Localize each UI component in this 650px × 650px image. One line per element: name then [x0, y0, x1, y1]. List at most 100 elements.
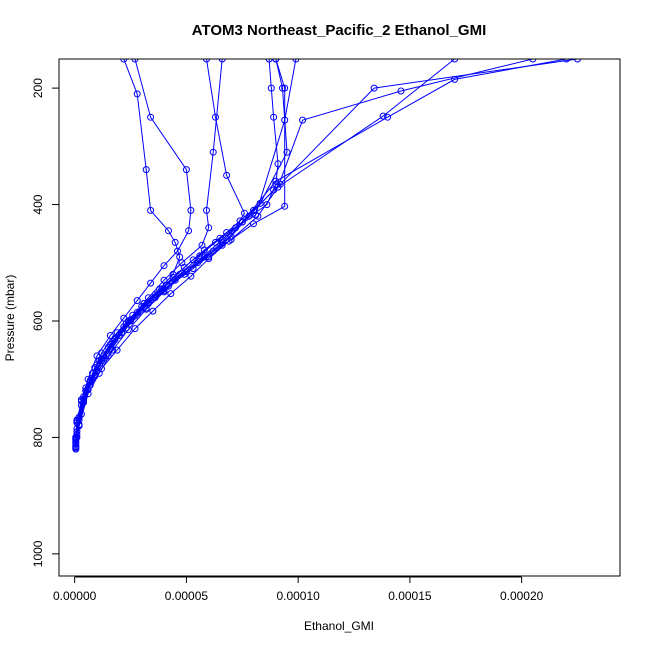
data-point: [77, 397, 85, 405]
data-point: [106, 332, 114, 339]
data-point: [451, 75, 459, 83]
chart-title: ATOM3 Northeast_Pacific_2 Ethanol_GMI: [192, 22, 487, 39]
data-point: [169, 273, 177, 281]
data-point: [151, 291, 159, 299]
data-point: [223, 229, 231, 236]
data-point: [216, 234, 224, 242]
y-tick-label: 1000: [31, 540, 45, 567]
data-point: [120, 314, 128, 322]
y-tick-label: 800: [31, 427, 45, 447]
data-point: [131, 59, 139, 63]
data-point: [180, 263, 188, 271]
x-tick-label: 0.00015: [388, 589, 432, 603]
data-point: [205, 255, 213, 263]
data-point: [529, 59, 537, 63]
data-point: [167, 290, 175, 298]
series-line-11: [75, 59, 297, 438]
x-tick-label: 0.00005: [165, 589, 209, 603]
data-point: [209, 148, 217, 156]
data-point: [185, 227, 193, 235]
data-point: [272, 59, 280, 63]
data-point: [200, 253, 208, 261]
data-point: [142, 166, 150, 174]
data-point: [93, 352, 101, 360]
data-point: [223, 171, 231, 179]
x-tick-label: 0.00000: [53, 589, 97, 603]
data-point: [196, 252, 204, 260]
data-point: [270, 186, 278, 194]
data-point: [218, 238, 226, 246]
data-point: [133, 297, 141, 305]
data-point: [72, 433, 80, 441]
data-point: [227, 236, 235, 243]
data-point: [113, 346, 121, 354]
data-point: [397, 87, 405, 95]
data-point: [187, 272, 195, 280]
data-point: [384, 113, 392, 121]
data-point: [147, 279, 155, 287]
data-point: [147, 206, 155, 214]
data-point: [111, 336, 119, 344]
plot-frame: [58, 58, 621, 577]
data-point: [144, 298, 152, 306]
y-axis-label: Pressure (mbar): [3, 275, 17, 362]
series-line-12: [75, 59, 286, 447]
data-point: [86, 376, 94, 384]
series-line-8: [75, 59, 246, 444]
data-point: [171, 238, 179, 246]
data-point: [205, 224, 213, 232]
data-point: [212, 238, 219, 246]
data-point: [84, 386, 92, 394]
data-point: [379, 112, 387, 120]
data-point: [212, 113, 219, 121]
data-point: [299, 116, 307, 124]
data-point: [451, 59, 459, 63]
data-point: [98, 357, 105, 365]
data-point: [147, 113, 155, 121]
data-point: [149, 307, 157, 315]
data-point: [252, 211, 260, 219]
x-tick-label: 0.00010: [276, 589, 320, 603]
data-point: [120, 59, 128, 63]
data-point: [270, 113, 278, 121]
data-point: [131, 325, 139, 333]
data-point: [133, 308, 141, 316]
data-point: [203, 206, 210, 214]
y-tick-label: 400: [31, 194, 45, 214]
data-point: [162, 281, 170, 289]
data-point: [267, 84, 275, 92]
x-axis-label: Ethanol_GMI: [304, 619, 374, 633]
data-point: [281, 202, 289, 210]
data-point: [370, 84, 378, 92]
data-point: [72, 443, 80, 451]
data-point: [98, 365, 105, 373]
data-point: [562, 59, 570, 63]
series-line-10: [75, 59, 288, 440]
data-point: [281, 84, 289, 92]
data-point: [263, 201, 271, 209]
data-point: [174, 247, 181, 255]
data-point: [200, 246, 208, 254]
series-group: [72, 59, 581, 453]
data-point: [127, 316, 134, 324]
data-point: [574, 59, 581, 63]
data-point: [279, 84, 286, 92]
data-point: [160, 262, 168, 270]
data-point: [176, 253, 184, 261]
data-point: [182, 166, 190, 174]
data-point: [265, 59, 273, 63]
y-tick-label: 600: [31, 311, 45, 331]
data-point: [250, 220, 257, 228]
data-point: [118, 329, 126, 337]
y-tick-label: 200: [31, 78, 45, 98]
data-point: [203, 59, 210, 63]
x-tick-label: 0.00020: [500, 589, 544, 603]
data-point: [241, 209, 248, 217]
data-point: [218, 59, 226, 63]
data-point: [225, 237, 233, 245]
series-layer: [72, 59, 581, 453]
data-point: [165, 227, 172, 235]
data-point: [292, 59, 300, 63]
